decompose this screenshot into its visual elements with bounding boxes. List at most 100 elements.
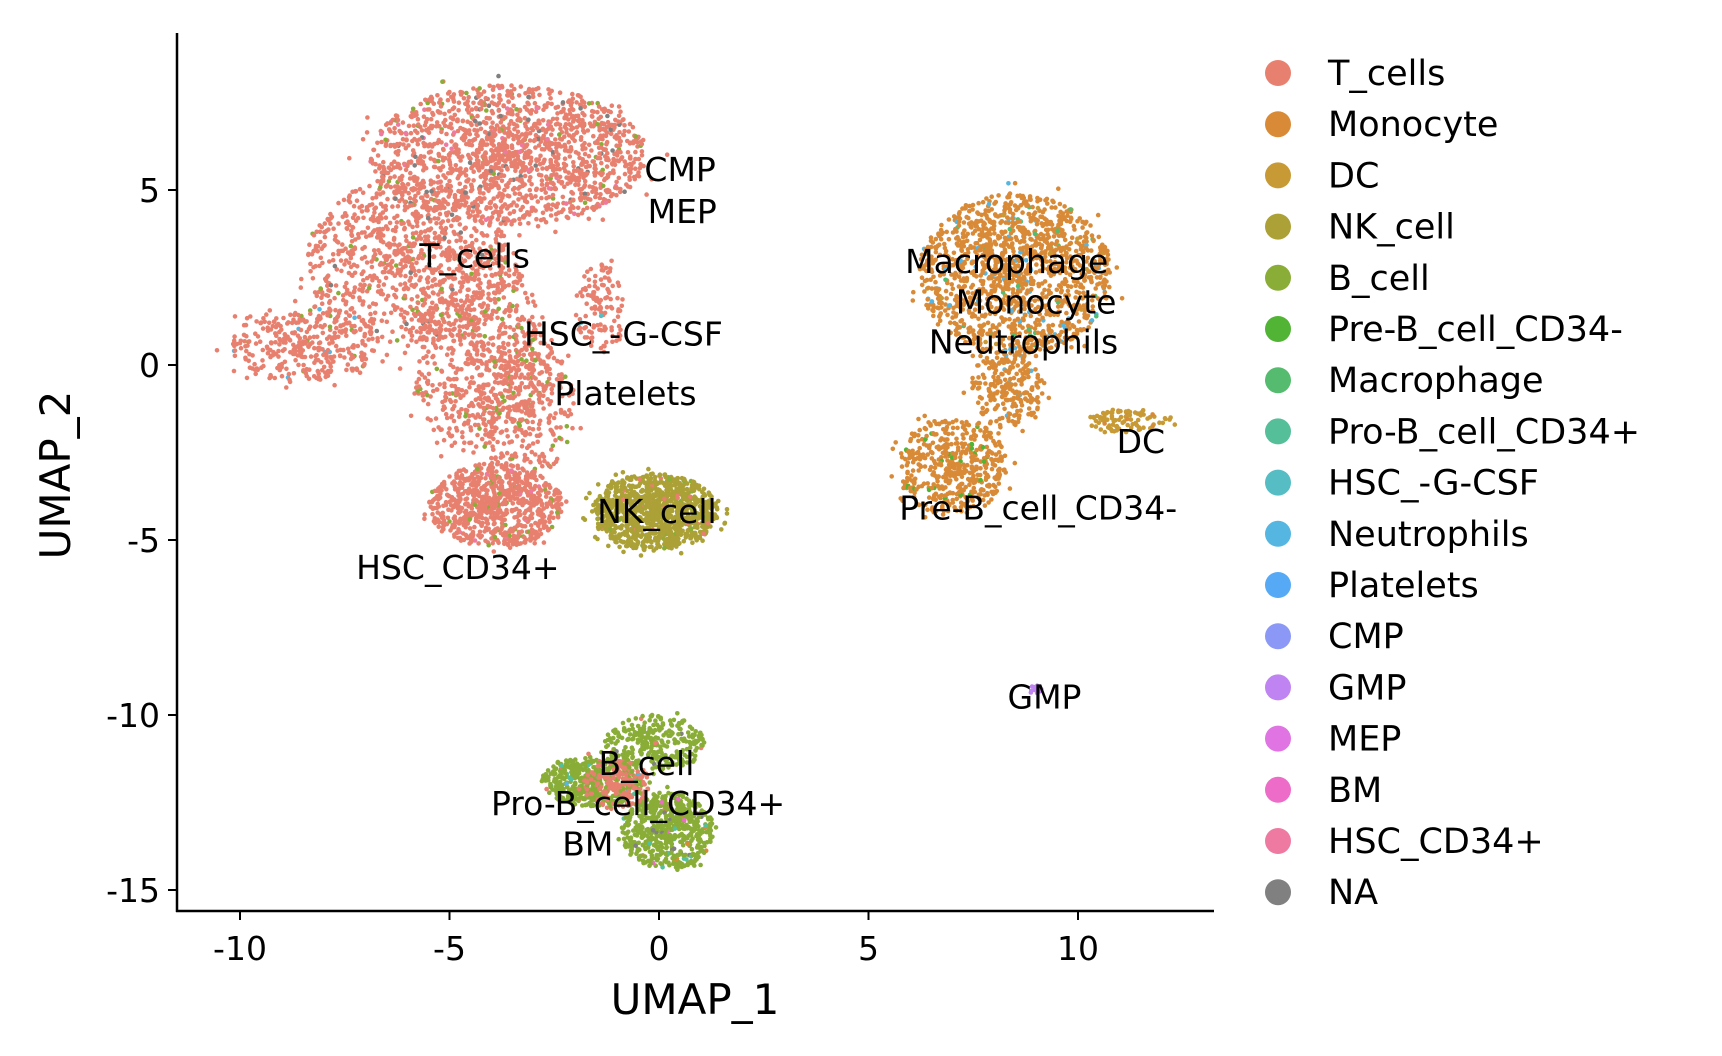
data-point [519,177,524,182]
data-point [468,533,473,538]
data-point [522,515,528,521]
data-point [277,336,282,342]
data-point [553,438,558,443]
data-point [520,430,525,436]
data-point [390,285,396,291]
data-point [449,283,454,289]
data-point [413,272,418,278]
data-point [597,195,603,201]
data-point [621,132,627,138]
data-point [467,138,472,144]
data-point [442,235,447,241]
data-point [473,397,479,403]
data-point [340,214,346,219]
data-point [492,359,497,365]
data-point [244,348,249,354]
data-point [595,122,600,127]
data-point [467,160,473,165]
data-point [528,380,534,385]
data-point [423,199,429,205]
data-point [374,328,380,334]
data-point [553,122,559,127]
data-point [413,128,418,134]
data-point [604,164,610,169]
data-point [456,526,461,532]
data-point [422,123,428,128]
data-point [451,364,456,370]
data-point [664,152,670,157]
data-point [465,316,471,322]
data-point [557,90,563,95]
data-point [307,335,313,340]
data-point [471,314,477,320]
data-point [493,455,498,460]
data-point [301,362,306,368]
data-point [556,141,562,147]
data-point [299,276,304,282]
data-point [395,184,400,189]
data-point [519,283,525,288]
data-point [517,216,522,222]
data-point [562,184,567,190]
data-point [546,194,552,200]
data-point [538,217,544,223]
data-point [436,190,441,196]
data-point [367,183,372,189]
data-point [482,334,488,339]
data-point [427,241,433,246]
data-point [411,186,416,191]
data-point [400,334,406,339]
data-point [453,202,458,208]
data-point [479,522,484,527]
data-point [564,126,569,132]
data-point [449,413,455,419]
data-point [347,291,352,296]
data-point [409,317,415,322]
data-point [365,115,370,120]
data-point [465,287,471,293]
data-point [516,93,522,98]
data-point [486,315,492,320]
data-point [627,184,633,190]
data-point [569,106,575,111]
data-point [494,240,499,245]
data-point [509,222,514,227]
data-point [479,231,485,236]
data-point [390,329,395,335]
data-point [500,157,506,163]
data-point [548,180,554,185]
data-point [598,277,604,282]
data-point [347,155,352,161]
data-point [501,512,506,518]
data-point [372,310,378,316]
data-point [554,217,559,222]
data-point [418,229,424,235]
data-point [434,366,440,372]
data-point [451,99,457,104]
data-point [356,231,361,237]
data-point [438,97,443,102]
data-point [425,401,431,407]
data-point [532,541,537,546]
data-point [322,322,328,328]
data-point [530,94,536,100]
data-point [246,358,251,364]
data-point [350,224,355,230]
data-point [438,225,444,230]
data-point [425,416,431,421]
data-point [535,534,541,539]
data-point [520,502,525,508]
data-point [373,169,378,174]
data-point [490,261,496,266]
data-point [547,402,552,407]
data-point [379,139,384,145]
data-point [516,407,522,413]
data-point [304,319,309,324]
data-point [487,440,492,445]
data-point [615,295,620,301]
data-point [364,275,370,281]
data-point [509,94,515,100]
data-point [566,353,571,359]
data-point [336,290,341,296]
data-point [555,111,560,116]
